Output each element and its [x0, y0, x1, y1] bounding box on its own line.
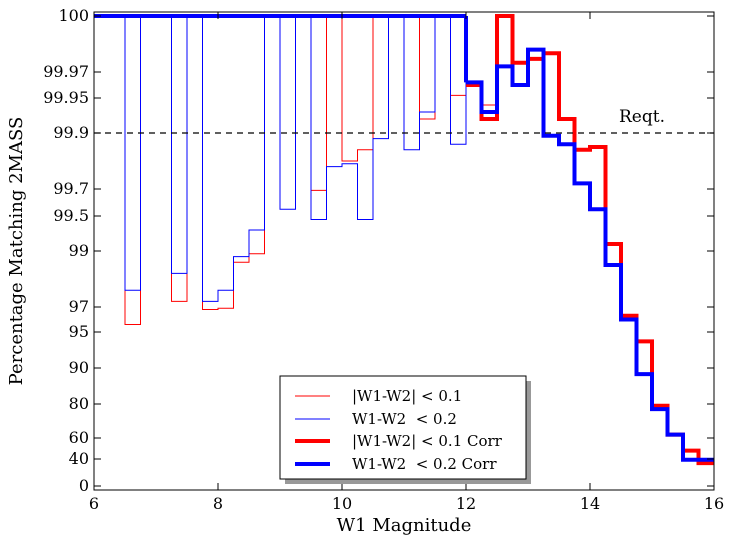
- y-tick-label: 99.95: [43, 88, 89, 107]
- x-axis-label: W1 Magnitude: [337, 515, 472, 536]
- y-axis-label: Percentage Matching 2MASS: [6, 117, 27, 386]
- y-tick-label: 99: [69, 241, 89, 260]
- y-tick-label: 90: [69, 358, 89, 377]
- y-tick-label: 99.9: [53, 123, 89, 142]
- series-layer: [94, 14, 714, 466]
- x-tick-label: 10: [332, 494, 352, 513]
- legend-entry-red-thin: |W1-W2| < 0.1: [352, 387, 462, 405]
- y-tick-label: 97: [69, 297, 89, 316]
- y-tick-label: 80: [69, 394, 89, 413]
- y-tick-label: 60: [69, 428, 89, 447]
- x-tick-label: 8: [213, 494, 223, 513]
- legend: |W1-W2| < 0.1 W1-W2 < 0.2 |W1-W2| < 0.1 …: [279, 375, 531, 484]
- y-tick-label: 99.7: [53, 179, 89, 198]
- x-tick-label: 6: [89, 494, 99, 513]
- x-tick-label: 14: [580, 494, 600, 513]
- legend-entry-red-thick: |W1-W2| < 0.1 Corr: [352, 432, 503, 450]
- series-line-3: [466, 47, 714, 462]
- legend-box: [279, 375, 527, 480]
- y-tick-label: 99.5: [53, 206, 89, 225]
- reqt-annotation: Reqt.: [619, 107, 665, 127]
- y-tick-label: 100: [58, 6, 89, 25]
- legend-entry-blue-thick: W1-W2 < 0.2 Corr: [352, 455, 497, 473]
- tick-layer: 6 8 10 12 14 16 0 40 60 80 90 95 97 99 99.5 99.7 99.9 99.…: [43, 6, 724, 513]
- x-tick-label: 12: [456, 494, 476, 513]
- y-tick-label: 0: [79, 476, 89, 495]
- legend-entry-blue-thin: W1-W2 < 0.2: [352, 410, 457, 428]
- y-tick-label: 99.97: [43, 62, 89, 81]
- y-tick-label: 95: [69, 322, 89, 341]
- x-tick-label: 16: [704, 494, 724, 513]
- y-tick-label: 40: [69, 449, 89, 468]
